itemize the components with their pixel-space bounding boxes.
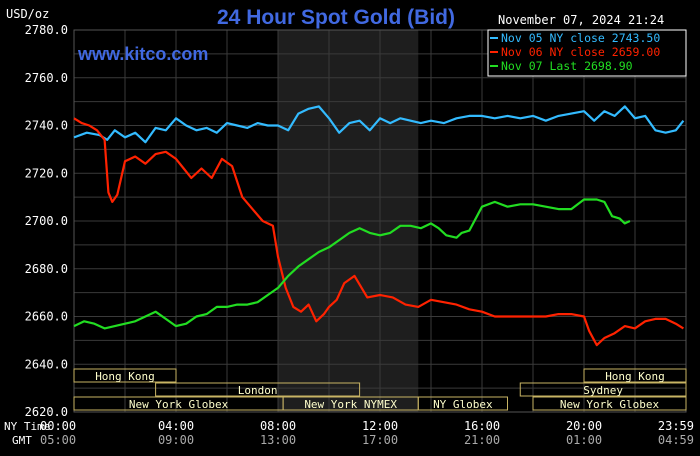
legend-item-nov05: Nov 05 NY close 2743.50 — [490, 31, 660, 45]
market-bar-outline — [519, 382, 687, 397]
y-tick-label: 2680.0 — [25, 262, 68, 276]
market-session-bar: NY Globex — [417, 396, 508, 411]
gmt-time-tick: 01:00 — [566, 433, 602, 447]
market-bar-outline — [73, 368, 177, 383]
market-bar-label: Hong Kong — [95, 370, 155, 383]
legend-label-nov06: Nov 06 NY close 2659.00 — [501, 45, 660, 59]
series-line-2 — [73, 117, 684, 347]
y-tick-label: 2700.0 — [25, 214, 68, 228]
legend: Nov 05 NY close 2743.50 Nov 06 NY close … — [487, 29, 687, 77]
ny-time-tick: 04:00 — [158, 419, 194, 433]
market-session-bar: London — [155, 382, 361, 397]
series-line-3 — [73, 198, 631, 330]
gmt-time-tick: 05:00 — [40, 433, 76, 447]
time-axis: NY Time GMT 00:00 04:00 08:00 12:00 16:00 20:… — [4, 419, 694, 447]
market-session-bar: New York Globex — [532, 396, 687, 411]
legend-label-nov07: Nov 07 Last 2698.90 — [501, 59, 633, 73]
market-session-bar: Sydney — [519, 382, 687, 397]
gmt-time-tick: 17:00 — [362, 433, 398, 447]
market-bar-outline — [417, 396, 508, 411]
market-bar-label: London — [238, 384, 278, 397]
ny-time-label: NY Time — [4, 420, 50, 433]
y-tick-label: 2720.0 — [25, 166, 68, 180]
y-tick-label: 2760.0 — [25, 71, 68, 85]
gmt-label: GMT — [12, 434, 32, 447]
market-bar-outline — [155, 382, 361, 397]
series-line-1 — [73, 105, 685, 144]
y-tick-label: 2640.0 — [25, 357, 68, 371]
x-tick-labels: 00:00 04:00 08:00 12:00 16:00 20:00 23:59 05:00… — [40, 419, 694, 447]
unit-label: USD/oz — [6, 7, 49, 21]
ny-time-tick: 08:00 — [260, 419, 296, 433]
ny-time-tick: 00:00 — [40, 419, 76, 433]
legend-item-nov06: Nov 06 NY close 2659.00 — [490, 45, 660, 59]
y-tick-label: 2660.0 — [25, 310, 68, 324]
watermark: www.kitco.com — [77, 44, 208, 64]
header-datetime: November 07, 2024 21:24 — [498, 13, 664, 27]
ny-time-tick: 16:00 — [464, 419, 500, 433]
gmt-time-tick: 13:00 — [260, 433, 296, 447]
gmt-time-tick: 21:00 — [464, 433, 500, 447]
market-bar-label: New York Globex — [560, 398, 660, 411]
legend-box — [487, 29, 687, 77]
y-axis: 2780.0 2760.0 2740.0 2720.0 2700.0 2680.0 2660… — [25, 23, 68, 419]
market-sessions: Hong Kong London New York Globex New York N… — [73, 368, 687, 411]
ny-time-tick: 20:00 — [566, 419, 602, 433]
market-bar-label: New York NYMEX — [304, 398, 397, 411]
gmt-time-tick: 09:00 — [158, 433, 194, 447]
plot-border — [73, 29, 687, 413]
market-session-bar: Hong Kong — [73, 368, 177, 383]
legend-label-nov05: Nov 05 NY close 2743.50 — [501, 31, 660, 45]
market-session-bar: Hong Kong — [583, 368, 687, 383]
legend-item-nov07: Nov 07 Last 2698.90 — [490, 59, 633, 73]
market-bar-outline — [532, 396, 687, 411]
market-bar-label: Hong Kong — [605, 370, 665, 383]
market-bar-label: NY Globex — [433, 398, 493, 411]
chart-title: 24 Hour Spot Gold (Bid) — [217, 6, 455, 29]
y-tick-label: 2620.0 — [25, 405, 68, 419]
plot-area — [73, 29, 687, 413]
market-bar-outline — [583, 368, 687, 383]
market-bar-label: New York Globex — [129, 398, 229, 411]
ny-time-tick: 23:59 — [658, 419, 694, 433]
market-bar-label: Sydney — [583, 384, 623, 397]
y-tick-label: 2780.0 — [25, 23, 68, 37]
y-tick-label: 2740.0 — [25, 119, 68, 133]
gmt-time-tick: 04:59 — [658, 433, 694, 447]
ny-time-tick: 12:00 — [362, 419, 398, 433]
